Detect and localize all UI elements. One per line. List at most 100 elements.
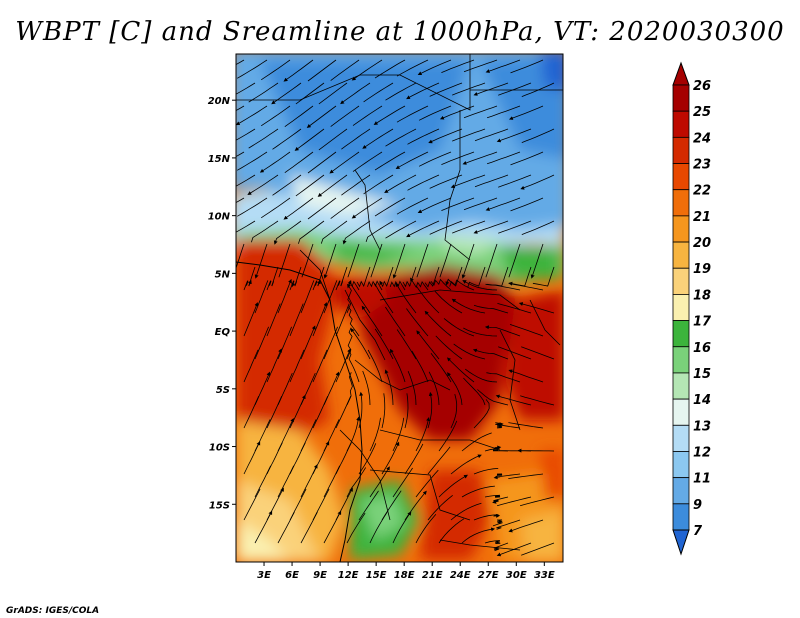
streamline [248, 82, 279, 103]
streamline [341, 174, 371, 196]
streamline [450, 502, 482, 521]
streamline [395, 282, 417, 314]
streamline [384, 174, 417, 194]
streamline [427, 391, 433, 429]
streamline [254, 326, 269, 360]
streamline [374, 283, 394, 314]
streamline [407, 174, 440, 191]
streamline [411, 350, 429, 383]
streamline [340, 82, 371, 105]
streamline [365, 220, 394, 243]
streamline [254, 280, 269, 314]
streamline [492, 519, 503, 527]
streamline [243, 349, 259, 383]
streamline [473, 513, 501, 521]
streamline [486, 105, 521, 119]
streamline [312, 349, 328, 383]
streamline [474, 128, 509, 142]
streamline [335, 303, 350, 337]
streamline [236, 105, 245, 112]
streamline [477, 389, 509, 406]
streamline [484, 494, 501, 498]
streamline [350, 283, 371, 314]
streamline [447, 372, 463, 406]
streamline [493, 473, 521, 480]
streamline [295, 174, 325, 197]
streamline [417, 59, 452, 76]
streamline [407, 370, 417, 406]
colorbar-label: 13 [693, 419, 711, 434]
streamline [521, 128, 555, 143]
streamline [381, 393, 386, 429]
streamline [243, 396, 260, 429]
streamline [243, 280, 249, 291]
streamline [266, 303, 281, 337]
streamline [289, 280, 296, 291]
colorbar-swatch [672, 84, 690, 112]
streamline [289, 303, 304, 337]
streamline [438, 474, 468, 498]
streamline [484, 325, 521, 337]
streamline [532, 266, 555, 287]
streamline [473, 468, 499, 475]
streamline [243, 488, 261, 521]
chart-title: WBPT [C] and Sreamline at 1000hPa, VT: 2… [15, 17, 784, 47]
streamline [312, 302, 328, 337]
colorbar-label: 19 [693, 262, 711, 277]
colorbar-label: 17 [693, 315, 712, 330]
streamline [406, 82, 440, 100]
streamline [434, 290, 463, 314]
streamline [271, 82, 302, 105]
streamline [254, 243, 268, 279]
streamline [358, 490, 379, 521]
grads-credit: GrADS: IGES/COLA [6, 606, 99, 616]
lon-tick-label: 18E [394, 570, 415, 581]
streamline [237, 59, 268, 79]
streamline [236, 82, 256, 95]
colorbar-swatch [672, 451, 690, 479]
streamline [374, 197, 406, 217]
streamline [307, 59, 337, 82]
streamline [392, 243, 406, 279]
streamline [509, 324, 544, 337]
streamline [417, 197, 452, 214]
streamline [300, 280, 315, 314]
streamline [289, 394, 306, 429]
streamline [404, 393, 409, 429]
streamline [521, 542, 555, 556]
streamline [385, 82, 417, 101]
streamline [508, 369, 544, 383]
streamline [312, 280, 318, 291]
colorbar-swatch [672, 320, 690, 348]
streamline [404, 490, 427, 521]
streamline [430, 353, 452, 383]
streamline [508, 473, 544, 479]
lon-tick-label: 15E [366, 570, 387, 581]
streamline [424, 310, 452, 337]
streamline [472, 348, 509, 360]
lat-tick-label: 15S [209, 500, 230, 511]
streamline [266, 442, 283, 475]
streamline [439, 243, 452, 278]
streamline [277, 326, 292, 360]
streamline [271, 266, 279, 287]
colorbar-label: 25 [693, 105, 711, 120]
streamline [356, 266, 371, 288]
colorbar-swatch [672, 163, 690, 191]
streamline [508, 283, 544, 291]
streamline [486, 372, 521, 383]
streamline [450, 394, 458, 429]
streamline [352, 151, 383, 172]
streamline [320, 220, 348, 244]
streamline [484, 445, 502, 452]
streamline [367, 280, 383, 291]
streamline [464, 368, 498, 383]
streamline [463, 105, 498, 119]
lat-axis: 20N 15N 10N 5N EQ 5S 10S 15S [208, 96, 236, 511]
colorbar-swatch [672, 267, 690, 295]
streamline [473, 82, 509, 96]
streamline [260, 59, 291, 81]
streamline [416, 243, 429, 278]
streamline [347, 243, 360, 278]
